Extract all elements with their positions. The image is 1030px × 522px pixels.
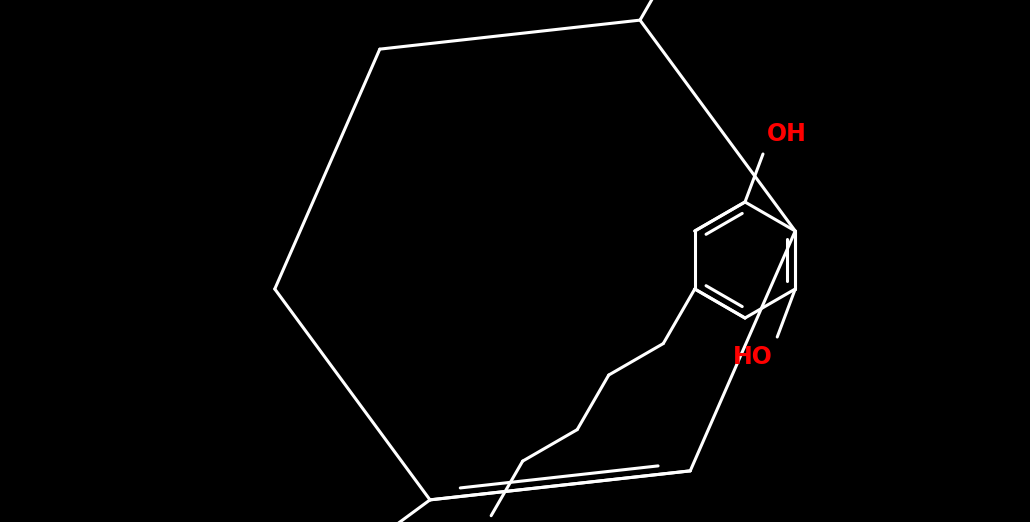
Text: HO: HO xyxy=(733,345,774,369)
Text: OH: OH xyxy=(767,122,806,146)
